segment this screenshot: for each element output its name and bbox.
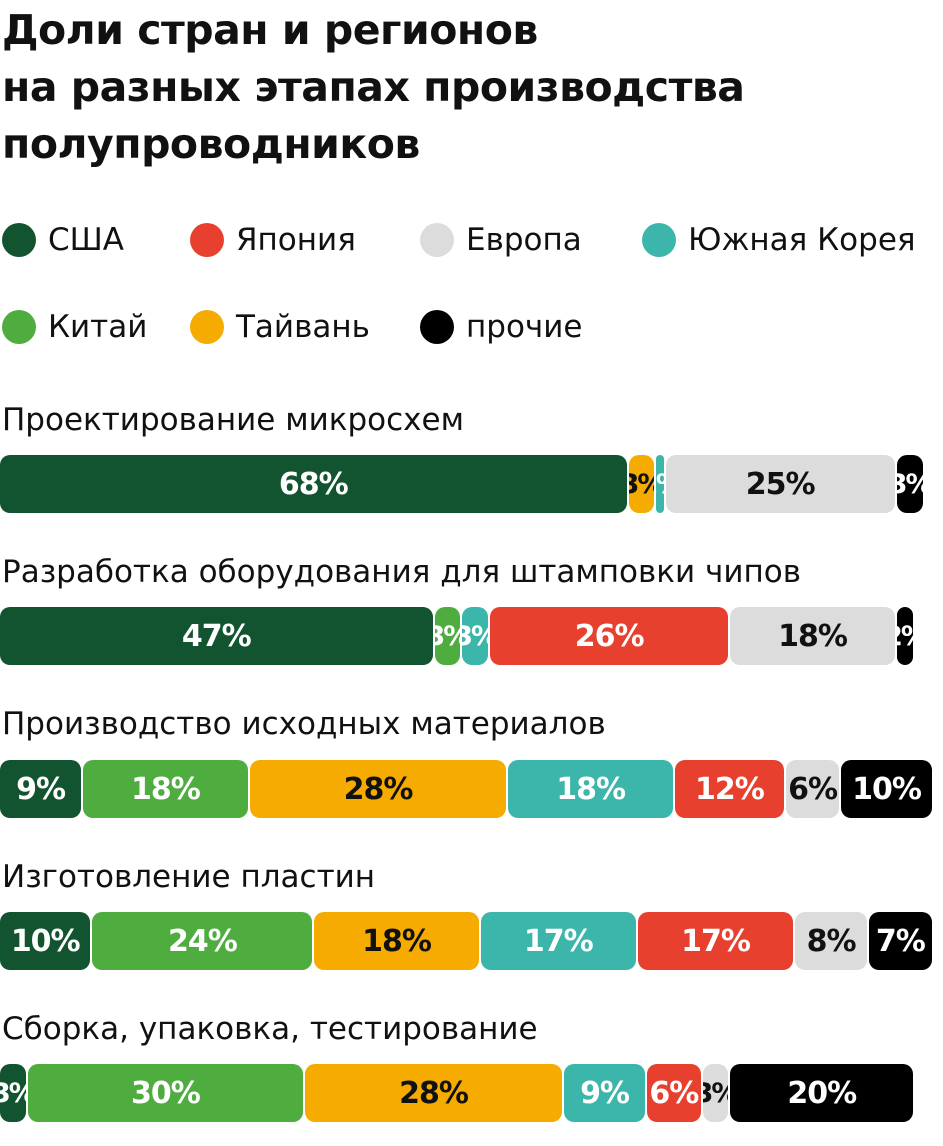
- bar-segment-europe: 18%: [730, 607, 895, 665]
- legend-dot-south-korea: [642, 223, 676, 257]
- bar-segment-usa: 9%: [0, 760, 82, 818]
- legend-item-others: прочие: [420, 307, 582, 347]
- stage-label-equipment: Разработка оборудования для штамповки чи…: [2, 554, 801, 590]
- stage-label-wafers: Изготовление пластин: [2, 859, 376, 895]
- bar-segment-usa: 47%: [0, 607, 433, 665]
- chart-title-line-3: полупроводников: [2, 120, 420, 168]
- chart-title-line-1: Доли стран и регионов: [2, 6, 538, 54]
- stage-label-design: Проектирование микросхем: [2, 402, 464, 438]
- bar-segment-taiwan: 3%: [628, 455, 655, 513]
- legend-label-taiwan: Тайвань: [236, 309, 370, 345]
- bar-segment-south-korea: 17%: [480, 912, 636, 970]
- chart-title-line-2: на разных этапах производства: [2, 63, 745, 111]
- bar-segment-europe: 8%: [795, 912, 868, 970]
- bar-segment-taiwan: 18%: [314, 912, 479, 970]
- legend-dot-others: [420, 310, 454, 344]
- bar-segment-europe: 6%: [785, 760, 840, 818]
- legend-label-china: Китай: [48, 309, 148, 345]
- bar-segment-south-korea: 3%: [462, 607, 488, 665]
- stage-label-assembly: Сборка, упаковка, тестирование: [2, 1011, 538, 1047]
- legend-dot-usa: [2, 223, 36, 257]
- bar-segment-japan: 6%: [647, 1064, 701, 1122]
- bar-segment-usa: 3%: [0, 1064, 26, 1122]
- chart-title: Доли стран и регионов на разных этапах п…: [2, 2, 932, 173]
- stage-label-materials: Производство исходных материалов: [2, 706, 606, 742]
- legend-dot-china: [2, 310, 36, 344]
- legend-label-south-korea: Южная Корея: [688, 222, 916, 258]
- bar-segment-others: 7%: [869, 912, 932, 970]
- bar-row-wafers: 10% 24% 18% 17% 17% 8% 7%: [0, 912, 943, 970]
- bar-segment-usa: 68%: [0, 455, 627, 513]
- bar-segment-japan: 17%: [637, 912, 794, 970]
- bar-row-materials: 9% 18% 28% 18% 12% 6% 10%: [0, 760, 943, 818]
- legend-item-japan: Япония: [190, 220, 356, 260]
- bar-segment-south-korea: 1%: [656, 455, 664, 513]
- legend-dot-europe: [420, 223, 454, 257]
- bar-segment-china: 30%: [27, 1064, 304, 1122]
- bar-row-design: 68%3%1%25%3%: [0, 455, 943, 513]
- legend-dot-japan: [190, 223, 224, 257]
- bar-segment-others: 3%: [896, 455, 923, 513]
- bar-segment-europe: 3%: [702, 1064, 729, 1122]
- bar-segment-others: 2%: [896, 607, 914, 665]
- bar-row-assembly: 3%30%28%9%6%3%20%: [0, 1064, 943, 1122]
- legend-item-china: Китай: [2, 307, 147, 347]
- bar-segment-japan: 12%: [674, 760, 784, 818]
- legend-label-japan: Япония: [236, 222, 356, 258]
- legend-item-europe: Европа: [420, 220, 582, 260]
- bar-segment-others: 20%: [730, 1064, 914, 1122]
- legend-item-south-korea: Южная Корея: [642, 220, 916, 260]
- bar-row-equipment: 47%3%3%26%18%2%: [0, 607, 943, 665]
- legend-label-others: прочие: [466, 309, 583, 345]
- legend-label-europe: Европа: [466, 222, 582, 258]
- bar-segment-taiwan: 28%: [249, 760, 507, 818]
- bar-segment-china: 18%: [83, 760, 248, 818]
- bar-segment-south-korea: 9%: [563, 1064, 646, 1122]
- legend-dot-taiwan: [190, 310, 224, 344]
- bar-segment-europe: 25%: [665, 455, 895, 513]
- legend-item-taiwan: Тайвань: [190, 307, 370, 347]
- bar-segment-japan: 26%: [489, 607, 729, 665]
- bar-segment-taiwan: 28%: [305, 1064, 562, 1122]
- legend-label-usa: США: [48, 222, 125, 258]
- bar-segment-usa: 10%: [0, 912, 91, 970]
- bar-segment-china: 3%: [434, 607, 461, 665]
- legend-item-usa: США: [2, 220, 124, 260]
- bar-segment-china: 24%: [92, 912, 313, 970]
- bar-segment-south-korea: 18%: [508, 760, 673, 818]
- bar-segment-others: 10%: [841, 760, 932, 818]
